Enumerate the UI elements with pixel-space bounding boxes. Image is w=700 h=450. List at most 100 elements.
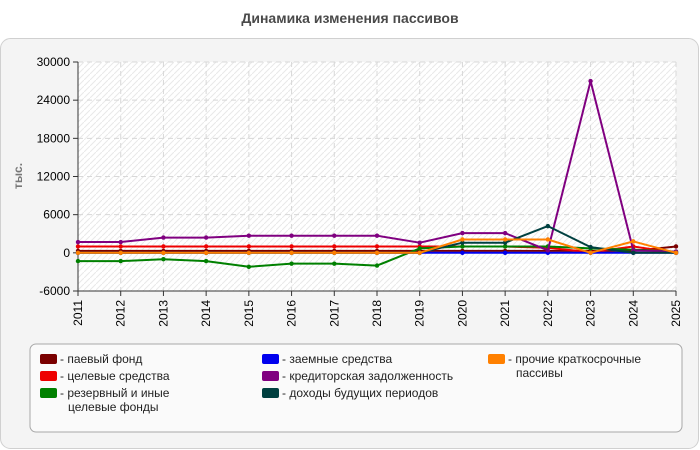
x-tick-label: 2011 (71, 300, 85, 326)
x-tick-label: 2025 (669, 300, 683, 327)
data-point (75, 239, 81, 245)
data-point (588, 244, 593, 250)
data-point (502, 250, 508, 256)
series-7 (75, 237, 679, 256)
x-tick-label: 2018 (370, 300, 384, 327)
legend-item: - доходы будущих периодов (262, 386, 438, 400)
data-point (417, 250, 422, 256)
y-tick-label: 0 (63, 246, 70, 260)
data-point (673, 250, 679, 256)
legend-label: - заемные средства (282, 352, 393, 366)
data-point (118, 239, 123, 245)
x-tick-label: 2017 (327, 300, 341, 327)
data-point (460, 240, 465, 245)
data-point (502, 237, 508, 242)
data-point (289, 233, 294, 238)
data-point (332, 233, 337, 238)
data-point (460, 230, 465, 236)
y-tick-label: 6000 (43, 208, 70, 222)
data-point (417, 240, 422, 245)
y-tick-label: 30000 (37, 55, 71, 69)
line-chart: -6000 0 6000 12000 18000 24000 30000 2011 2012 20… (0, 38, 699, 449)
series-layer (75, 78, 679, 270)
data-point (502, 240, 508, 245)
data-point (545, 248, 551, 253)
data-point (203, 258, 209, 264)
data-point (332, 250, 337, 256)
data-point (545, 223, 551, 229)
data-point (118, 258, 123, 264)
y-tick-label: 12000 (37, 170, 71, 184)
data-point (374, 244, 380, 249)
data-point (75, 250, 81, 256)
legend-swatch (262, 371, 279, 381)
chart-title: Динамика изменения пассивов (241, 10, 459, 26)
data-point (161, 250, 166, 256)
data-point (631, 250, 636, 256)
data-point (161, 244, 166, 249)
y-tick-label: -6000 (39, 284, 70, 298)
x-tick-label: 2022 (541, 300, 555, 327)
data-point (332, 244, 337, 249)
legend-item: - заемные средства (262, 352, 393, 366)
x-tick-label: 2014 (199, 300, 213, 327)
legend-label: - прочие краткосрочные пассивы (508, 352, 641, 380)
legend-label: - целевые средства (60, 369, 170, 383)
legend-item: - прочие краткосрочные пассивы (488, 352, 641, 380)
x-tick-label: 2015 (242, 300, 256, 327)
legend-swatch (40, 388, 57, 398)
x-tick-label: 2021 (498, 300, 512, 327)
legend-label: - доходы будущих периодов (282, 386, 438, 400)
data-point (246, 233, 252, 238)
data-point (289, 244, 294, 249)
x-tick-label: 2013 (156, 300, 170, 327)
chart-panel: -6000 0 6000 12000 18000 24000 30000 2011 2012 20… (0, 38, 700, 450)
data-point (673, 244, 679, 249)
data-point (460, 237, 465, 242)
data-point (75, 244, 81, 249)
data-point (374, 263, 380, 268)
data-point (417, 246, 422, 251)
data-point (246, 244, 252, 249)
data-point (246, 250, 252, 256)
legend-box (29, 343, 683, 433)
y-tick-label: 18000 (37, 131, 71, 145)
legend-swatch (262, 388, 279, 398)
legend-item: - паевый фонд (40, 352, 142, 366)
data-point (545, 237, 551, 242)
data-point (246, 264, 252, 270)
data-point (289, 261, 294, 266)
x-tick-label: 2019 (413, 300, 427, 327)
data-point (203, 235, 209, 240)
data-point (203, 244, 209, 249)
data-point (374, 250, 380, 256)
data-point (588, 78, 593, 84)
legend-item: - резервный и иные целевые фонды (40, 386, 170, 414)
x-tick-label: 2023 (584, 300, 598, 327)
data-point (289, 250, 294, 256)
data-point (118, 250, 123, 256)
legend-swatch (262, 354, 279, 364)
data-point (588, 250, 593, 256)
y-axis-label: тыс. (11, 163, 25, 189)
legend-item: - целевые средства (40, 369, 170, 383)
data-point (460, 250, 465, 256)
data-point (460, 244, 465, 249)
legend-item: - кредиторская задолженность (262, 369, 453, 383)
legend-label: - кредиторская задолженность (282, 369, 453, 383)
x-tick-label: 2012 (114, 300, 128, 327)
legend-label: - паевый фонд (60, 352, 142, 366)
legend-swatch (488, 354, 505, 364)
data-point (75, 258, 81, 264)
x-tick-label: 2020 (455, 300, 469, 327)
data-point (161, 235, 166, 240)
x-tick-label: 2024 (626, 300, 640, 327)
data-point (203, 250, 209, 256)
data-point (502, 230, 508, 236)
data-point (332, 261, 337, 266)
data-point (161, 256, 166, 262)
legend: - паевый фонд - целевые средства - резервн… (40, 352, 641, 414)
legend-swatch (40, 354, 57, 364)
data-point (502, 244, 508, 249)
data-point (118, 244, 123, 249)
